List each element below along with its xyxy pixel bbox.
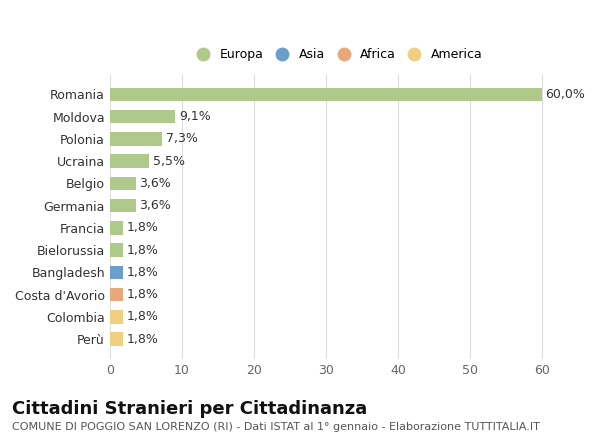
Text: 5,5%: 5,5% [153, 154, 185, 168]
Bar [110, 243, 123, 257]
Text: 60,0%: 60,0% [545, 88, 586, 101]
Bar [110, 221, 123, 235]
Bar [110, 266, 123, 279]
Bar [110, 132, 163, 146]
Text: 1,8%: 1,8% [127, 244, 158, 257]
Legend: Europa, Asia, Africa, America: Europa, Asia, Africa, America [187, 44, 486, 65]
Text: 1,8%: 1,8% [127, 288, 158, 301]
Bar [110, 310, 123, 323]
Text: COMUNE DI POGGIO SAN LORENZO (RI) - Dati ISTAT al 1° gennaio - Elaborazione TUTT: COMUNE DI POGGIO SAN LORENZO (RI) - Dati… [12, 422, 540, 433]
Text: 7,3%: 7,3% [166, 132, 198, 145]
Text: 9,1%: 9,1% [179, 110, 211, 123]
Text: 1,8%: 1,8% [127, 266, 158, 279]
Bar [110, 88, 542, 101]
Bar [110, 110, 175, 123]
Bar [110, 154, 149, 168]
Text: 1,8%: 1,8% [127, 221, 158, 235]
Text: 3,6%: 3,6% [139, 199, 171, 212]
Text: 1,8%: 1,8% [127, 333, 158, 346]
Bar [110, 333, 123, 346]
Text: Cittadini Stranieri per Cittadinanza: Cittadini Stranieri per Cittadinanza [12, 400, 367, 418]
Bar [110, 288, 123, 301]
Text: 3,6%: 3,6% [139, 177, 171, 190]
Text: 1,8%: 1,8% [127, 310, 158, 323]
Bar [110, 177, 136, 190]
Bar [110, 199, 136, 213]
